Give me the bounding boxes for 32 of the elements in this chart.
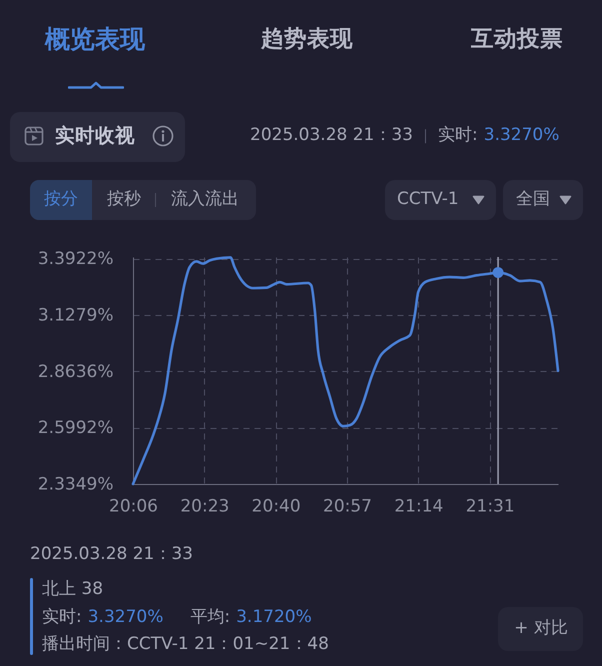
chart-title: 实时收视 <box>55 124 135 148</box>
text: 流入流出 <box>171 189 239 210</box>
text: 按分 <box>44 189 78 210</box>
y-tick-label: 3.3922% <box>38 249 114 270</box>
text: 3.1720% <box>236 607 312 628</box>
text: 实时: <box>42 607 82 628</box>
y-tick-label: 2.5992% <box>38 418 114 438</box>
y-tick-label: 3.1279% <box>38 305 114 326</box>
x-tick-label: 20:23 <box>180 496 230 516</box>
x-tick-label: 20:06 <box>109 496 158 516</box>
text: CCTV-1 <box>397 189 459 210</box>
text: 2025.03.28 21：33 <box>250 125 414 146</box>
text: 播出时间：CCTV-1 21：01~21：48 <box>42 634 329 655</box>
text: 实时: <box>438 125 478 146</box>
text: + 对比 <box>514 618 568 639</box>
text: 平均: <box>190 607 230 628</box>
x-tick-label: 21:14 <box>394 496 444 516</box>
text: 北上 38 <box>42 579 104 600</box>
x-tick-label: 20:40 <box>252 496 301 516</box>
x-tick-label: 21:31 <box>466 496 515 516</box>
x-tick-label: 20:57 <box>323 496 372 516</box>
text: 全国 <box>516 189 550 210</box>
text: 3.3270% <box>88 607 164 628</box>
text: 3.3270% <box>484 125 560 146</box>
text: 2025.03.28 21：33 <box>30 544 194 565</box>
line-series <box>132 256 560 486</box>
y-tick-label: 2.3349% <box>38 474 114 494</box>
text: 按秒 <box>107 189 141 210</box>
text: 互动投票 <box>471 26 563 53</box>
y-tick-label: 2.8636% <box>38 362 114 382</box>
text: 概览表现 <box>45 24 145 54</box>
text: 趋势表现 <box>261 26 353 53</box>
